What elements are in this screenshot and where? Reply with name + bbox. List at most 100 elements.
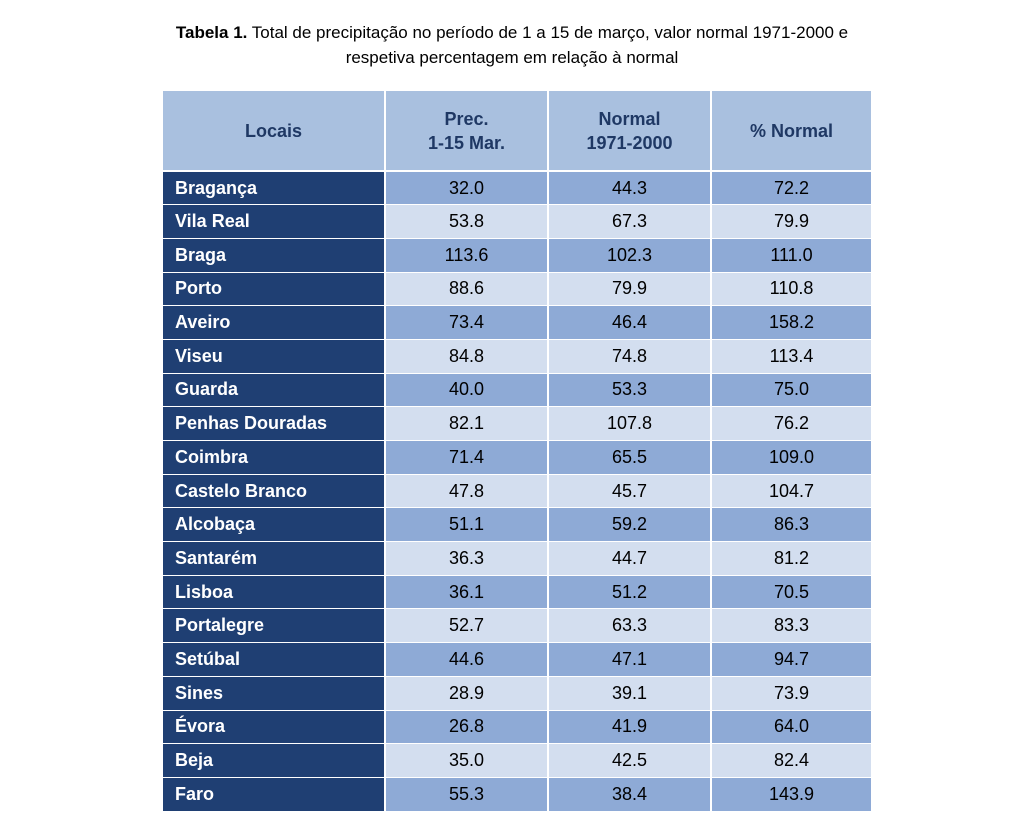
cell-pct-normal: 143.9 bbox=[711, 777, 871, 812]
cell-pct-normal: 104.7 bbox=[711, 474, 871, 509]
cell-prec: 84.8 bbox=[385, 339, 549, 374]
cell-local: Alcobaça bbox=[163, 507, 386, 543]
cell-normal: 59.2 bbox=[548, 507, 712, 543]
cell-local: Penhas Douradas bbox=[163, 406, 386, 441]
cell-local: Sines bbox=[163, 676, 386, 711]
table-row: Viseu 84.8 74.8 113.4 bbox=[163, 339, 871, 374]
cell-prec: 71.4 bbox=[385, 440, 549, 475]
cell-pct-normal: 113.4 bbox=[711, 339, 871, 374]
cell-prec: 40.0 bbox=[385, 373, 549, 408]
cell-prec: 53.8 bbox=[385, 204, 549, 239]
caption-line-2: respetiva percentagem em relação à norma… bbox=[345, 48, 679, 67]
cell-prec: 88.6 bbox=[385, 272, 549, 307]
caption-line-1: Tabela 1. Total de precipitação no perío… bbox=[0, 20, 1024, 45]
cell-prec: 36.3 bbox=[385, 541, 549, 576]
cell-normal: 102.3 bbox=[548, 238, 712, 273]
cell-normal: 47.1 bbox=[548, 642, 712, 677]
table-row: Braga 113.6 102.3 111.0 bbox=[163, 238, 871, 273]
cell-normal: 65.5 bbox=[548, 440, 712, 475]
cell-prec: 52.7 bbox=[385, 608, 549, 644]
cell-prec: 35.0 bbox=[385, 743, 549, 778]
table-row: Alcobaça 51.1 59.2 86.3 bbox=[163, 507, 871, 543]
cell-normal: 38.4 bbox=[548, 777, 712, 812]
table-row: Lisboa 36.1 51.2 70.5 bbox=[163, 575, 871, 610]
cell-local: Porto bbox=[163, 272, 386, 307]
cell-pct-normal: 72.2 bbox=[711, 171, 871, 206]
cell-prec: 55.3 bbox=[385, 777, 549, 812]
cell-prec: 36.1 bbox=[385, 575, 549, 610]
header-prec: Prec. 1-15 Mar. bbox=[385, 91, 549, 172]
header-normal-line-2: 1971-2000 bbox=[586, 132, 673, 153]
cell-pct-normal: 82.4 bbox=[711, 743, 871, 778]
caption-text-1: Total de precipitação no período de 1 a … bbox=[251, 23, 849, 42]
cell-normal: 107.8 bbox=[548, 406, 712, 441]
cell-prec: 51.1 bbox=[385, 507, 549, 543]
table-row: Castelo Branco 47.8 45.7 104.7 bbox=[163, 474, 871, 509]
cell-normal: 67.3 bbox=[548, 204, 712, 239]
cell-local: Setúbal bbox=[163, 642, 386, 677]
cell-local: Évora bbox=[163, 710, 386, 745]
cell-normal: 74.8 bbox=[548, 339, 712, 374]
table-header: Locais Prec. 1-15 Mar. Normal 1971-2000 … bbox=[163, 91, 871, 172]
cell-normal: 46.4 bbox=[548, 305, 712, 340]
table-row: Penhas Douradas 82.1 107.8 76.2 bbox=[163, 406, 871, 441]
header-normal: Normal 1971-2000 bbox=[548, 91, 712, 172]
cell-prec: 26.8 bbox=[385, 710, 549, 745]
cell-prec: 113.6 bbox=[385, 238, 549, 273]
cell-normal: 51.2 bbox=[548, 575, 712, 610]
cell-pct-normal: 158.2 bbox=[711, 305, 871, 340]
table-row: Aveiro 73.4 46.4 158.2 bbox=[163, 305, 871, 340]
cell-pct-normal: 81.2 bbox=[711, 541, 871, 576]
cell-pct-normal: 76.2 bbox=[711, 406, 871, 441]
table-row: Portalegre 52.7 63.3 83.3 bbox=[163, 608, 871, 644]
header-locais: Locais bbox=[163, 91, 386, 172]
caption-label: Tabela 1. bbox=[175, 23, 248, 42]
cell-prec: 44.6 bbox=[385, 642, 549, 677]
cell-pct-normal: 75.0 bbox=[711, 373, 871, 408]
cell-pct-normal: 109.0 bbox=[711, 440, 871, 475]
header-row: Locais Prec. 1-15 Mar. Normal 1971-2000 … bbox=[163, 91, 871, 172]
cell-pct-normal: 83.3 bbox=[711, 608, 871, 644]
table-row: Bragança 32.0 44.3 72.2 bbox=[163, 171, 871, 206]
table-body: Bragança 32.0 44.3 72.2 Vila Real 53.8 67.3 79.… bbox=[163, 171, 871, 812]
cell-local: Guarda bbox=[163, 373, 386, 408]
table-row: Sines 28.9 39.1 73.9 bbox=[163, 676, 871, 711]
cell-prec: 32.0 bbox=[385, 171, 549, 206]
table-row: Coimbra 71.4 65.5 109.0 bbox=[163, 440, 871, 475]
cell-local: Santarém bbox=[163, 541, 386, 576]
precipitation-table: Locais Prec. 1-15 Mar. Normal 1971-2000 … bbox=[163, 91, 871, 812]
cell-local: Braga bbox=[163, 238, 386, 273]
table-row: Guarda 40.0 53.3 75.0 bbox=[163, 373, 871, 408]
table-row: Beja 35.0 42.5 82.4 bbox=[163, 743, 871, 778]
cell-local: Viseu bbox=[163, 339, 386, 374]
table-row: Santarém 36.3 44.7 81.2 bbox=[163, 541, 871, 576]
cell-local: Lisboa bbox=[163, 575, 386, 610]
cell-prec: 82.1 bbox=[385, 406, 549, 441]
cell-pct-normal: 111.0 bbox=[711, 238, 871, 273]
cell-prec: 28.9 bbox=[385, 676, 549, 711]
cell-normal: 41.9 bbox=[548, 710, 712, 745]
table-row: Évora 26.8 41.9 64.0 bbox=[163, 710, 871, 745]
cell-pct-normal: 94.7 bbox=[711, 642, 871, 677]
cell-prec: 73.4 bbox=[385, 305, 549, 340]
cell-normal: 39.1 bbox=[548, 676, 712, 711]
cell-local: Castelo Branco bbox=[163, 474, 386, 509]
table-row: Vila Real 53.8 67.3 79.9 bbox=[163, 204, 871, 239]
cell-prec: 47.8 bbox=[385, 474, 549, 509]
cell-local: Aveiro bbox=[163, 305, 386, 340]
cell-normal: 42.5 bbox=[548, 743, 712, 778]
table-row: Porto 88.6 79.9 110.8 bbox=[163, 272, 871, 307]
cell-local: Coimbra bbox=[163, 440, 386, 475]
cell-local: Portalegre bbox=[163, 608, 386, 644]
cell-pct-normal: 79.9 bbox=[711, 204, 871, 239]
cell-local: Bragança bbox=[163, 171, 386, 206]
header-pct-normal: % Normal bbox=[711, 91, 871, 172]
header-prec-line-1: Prec. bbox=[444, 108, 489, 129]
cell-pct-normal: 70.5 bbox=[711, 575, 871, 610]
cell-normal: 45.7 bbox=[548, 474, 712, 509]
cell-local: Beja bbox=[163, 743, 386, 778]
cell-local: Vila Real bbox=[163, 204, 386, 239]
table-row: Faro 55.3 38.4 143.9 bbox=[163, 777, 871, 812]
header-normal-line-1: Normal bbox=[598, 108, 661, 129]
cell-pct-normal: 110.8 bbox=[711, 272, 871, 307]
